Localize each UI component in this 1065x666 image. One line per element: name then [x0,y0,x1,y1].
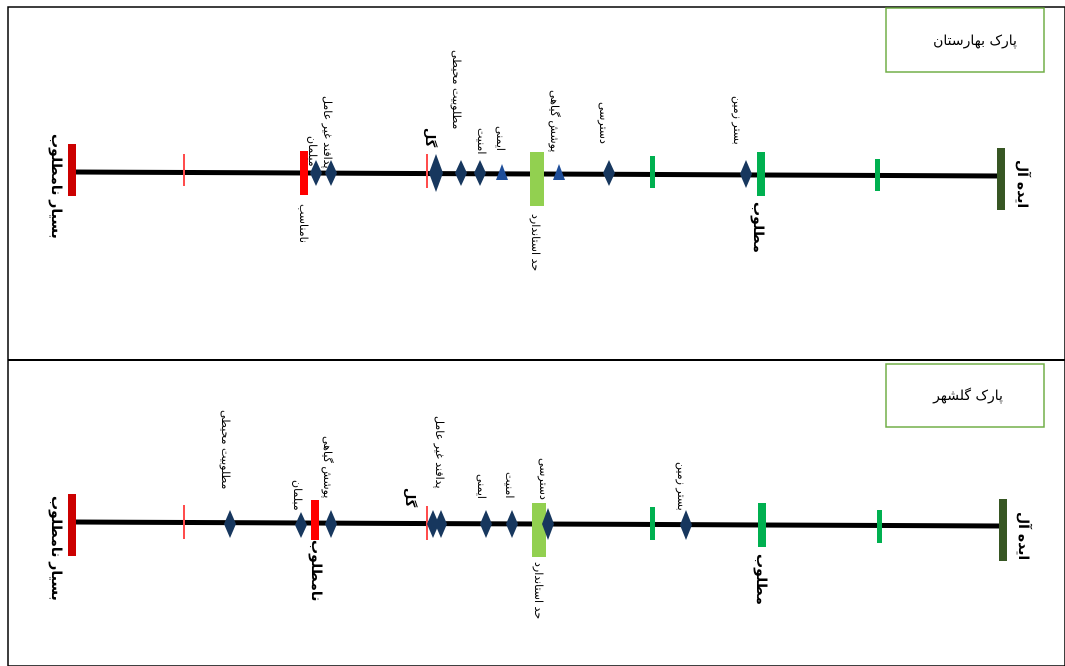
marker-passive-defense [325,160,337,186]
label-poor: نامطلوب [308,540,324,601]
item-label: ایمنی [475,474,488,499]
tick-poor [311,500,319,540]
label-poor: نامناسب [297,204,310,243]
panel-title-box [885,363,1045,428]
tick-minor-3 [650,156,655,188]
item-label: مطلوبیت محیطی [219,410,232,490]
tick-very-poor [68,494,76,556]
tick-very-poor [68,144,76,196]
tick-minor-3 [650,507,655,540]
tick-minor-1 [183,154,185,186]
panel-title: پارک بهارستان [933,33,1017,49]
tick-minor-2 [426,154,428,188]
marker-safety [496,164,508,180]
tick-minor-2 [426,506,428,540]
label-ideal: ایده آل [1014,160,1032,208]
marker-environmental-quality [455,160,467,186]
item-label: مبلمان [291,480,304,511]
marker-safety [480,510,492,538]
item-label: گل [422,128,438,148]
marker-security [474,160,486,186]
outer-border [7,6,1065,666]
item-label: دسترسی [597,102,610,144]
marker-accessibility [603,160,615,186]
tick-minor-4 [877,510,882,543]
marker-environmental-quality [224,510,236,538]
item-label: مبلمان [306,136,319,167]
item-label: امنیت [503,472,516,498]
marker-flower [429,154,443,192]
item-label: پوشش گیاهی [548,90,561,152]
marker-passive-defense [435,510,447,538]
item-label: مطلوبیت محیطی [450,50,463,130]
label-good: مطلوب [753,554,769,605]
item-label: پدافند غیر عامل [321,96,334,169]
label-standard: حد استاندارد [532,562,545,619]
label-ideal: ایده آل [1015,512,1033,560]
item-label: امنیت [475,128,488,154]
item-label: دسترسی [537,458,550,500]
panel-baharestan: پارک بهارستان بسیار نامطلوب نامناسب حد ا… [48,7,1045,271]
tick-standard [532,503,546,557]
tick-ideal [999,499,1007,561]
item-label: ایمنی [494,126,507,151]
panel-title-box [885,7,1045,73]
tick-standard [530,152,544,206]
label-very-poor: بسیار نامطلوب [48,496,64,601]
panel-golshahr: پارک گلشهر بسیار نامطلوب نامطلوب حد استا… [48,363,1045,619]
item-label: بستر زمین [675,462,688,511]
label-very-poor: بسیار نامطلوب [48,134,64,239]
marker-ground [680,510,692,540]
tick-minor-4 [875,159,880,191]
marker-ground [740,160,752,188]
label-good: مطلوب [750,202,766,253]
item-label: گل [402,488,418,508]
marker-furniture [295,512,307,538]
tick-minor-1 [183,505,185,539]
panel-title: پارک گلشهر [932,387,1003,404]
label-standard: حد استاندارد [529,214,542,271]
tick-ideal [997,148,1005,210]
marker-flower [427,510,439,538]
item-label: بستر زمین [731,96,744,145]
marker-accessibility [542,508,554,540]
marker-vegetation [553,164,565,180]
item-label: پوشش گیاهی [321,436,334,498]
marker-vegetation [325,510,337,538]
tick-poor [300,151,308,195]
marker-security [506,510,518,538]
tick-good [758,503,766,547]
tick-good [757,152,765,196]
marker-furniture [310,160,322,186]
item-label: پدافند غیر عامل [433,416,446,489]
